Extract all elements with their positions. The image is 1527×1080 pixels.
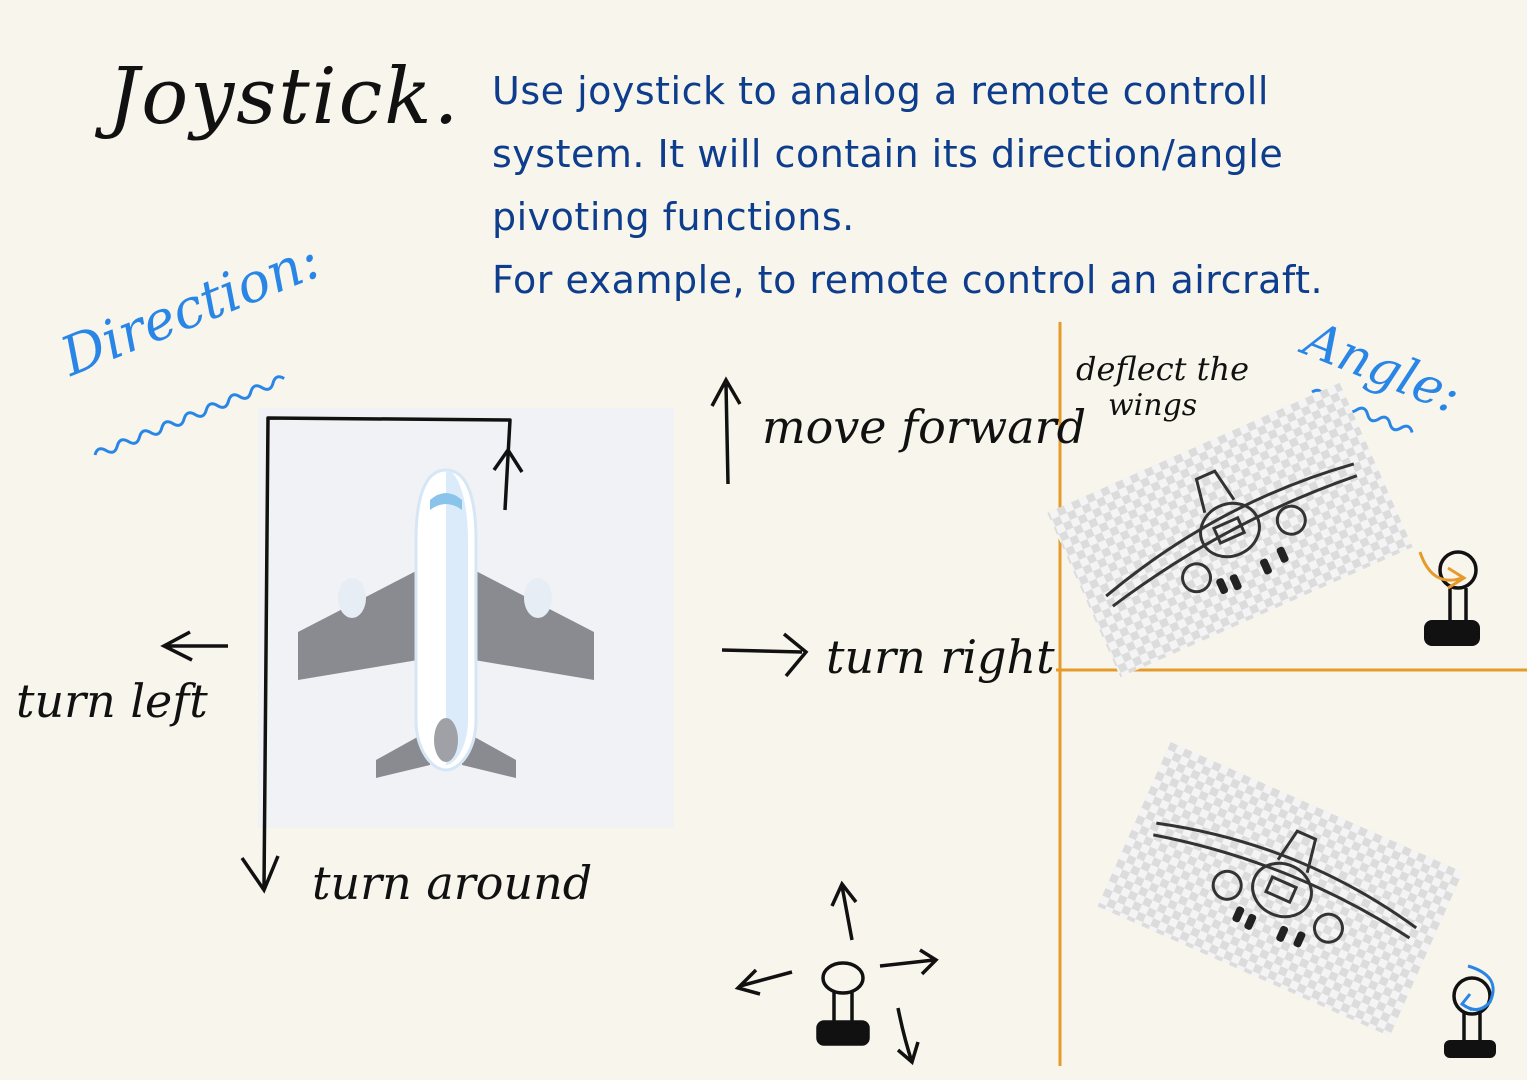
deflected-plane-top bbox=[1047, 382, 1413, 678]
joystick-angle-left-icon bbox=[1444, 964, 1496, 1058]
turn-right-arrow bbox=[721, 632, 809, 678]
description-line: pivoting functions. bbox=[492, 195, 855, 239]
left-wing bbox=[298, 570, 418, 680]
label-turn-left: turn left bbox=[16, 674, 208, 728]
page-title: Joystick. bbox=[108, 52, 461, 142]
move-forward-arrow bbox=[710, 376, 742, 485]
label-deflect: deflect the bbox=[1076, 350, 1250, 388]
deflected-plane-bottom bbox=[1097, 741, 1463, 1037]
description-line: system. It will contain its direction/an… bbox=[492, 132, 1284, 176]
left-tail bbox=[376, 730, 430, 778]
description-line: For example, to remote control an aircra… bbox=[492, 258, 1324, 302]
turn-left-arrow bbox=[160, 630, 228, 662]
turn-around-arrow bbox=[262, 416, 512, 889]
description-line: Use joystick to analog a remote controll bbox=[492, 69, 1269, 113]
label-turn-around: turn around bbox=[312, 856, 593, 910]
right-tail bbox=[462, 730, 516, 778]
description: Use joystick to analog a remote controll… bbox=[492, 60, 1392, 312]
label-wings: wings bbox=[1108, 388, 1198, 423]
right-wing bbox=[474, 570, 594, 680]
joystick-direction-icon bbox=[734, 880, 939, 1066]
label-move-forward: move forward bbox=[762, 400, 1087, 454]
joystick-angle-right-icon bbox=[1418, 550, 1480, 646]
direction-underline bbox=[93, 375, 285, 456]
label-turn-right: turn right bbox=[826, 630, 1055, 684]
